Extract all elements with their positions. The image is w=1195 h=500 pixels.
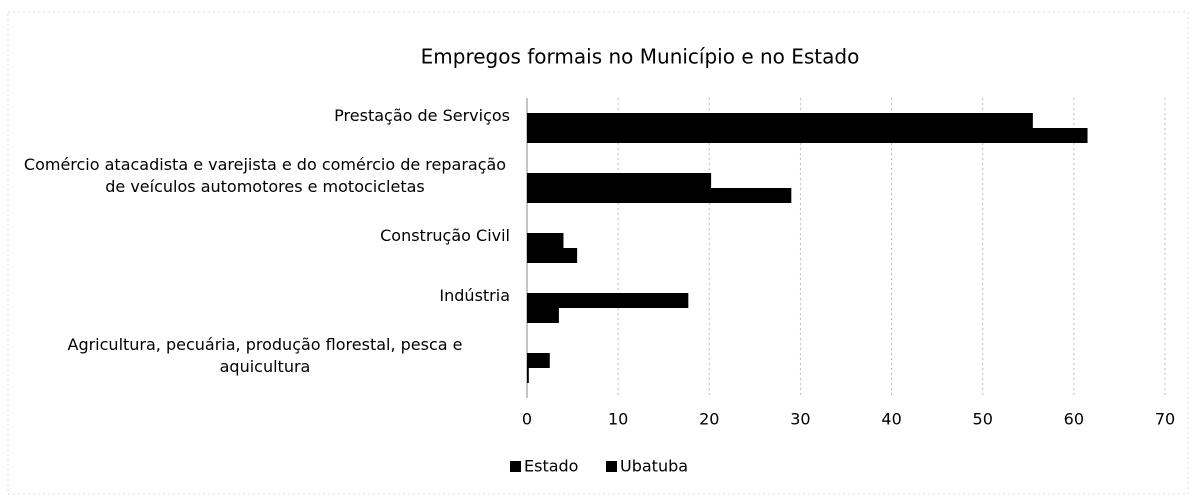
legend-swatch bbox=[606, 461, 617, 472]
x-tick-label: 50 bbox=[973, 410, 993, 429]
category-label-box: Prestação de Serviços bbox=[10, 105, 510, 127]
y-tick-label: Prestação de Serviços bbox=[334, 106, 510, 125]
bar bbox=[527, 368, 529, 383]
y-tick-label: Construção Civil bbox=[380, 226, 510, 245]
chart-title: Empregos formais no Município e no Estad… bbox=[421, 45, 860, 69]
y-tick-label: Agricultura, pecuária, produção floresta… bbox=[67, 335, 463, 376]
y-tick-label: Indústria bbox=[439, 286, 510, 305]
bar bbox=[527, 128, 1088, 143]
bar bbox=[527, 293, 689, 308]
x-tick-label: 0 bbox=[522, 410, 532, 429]
category-label-box: Comércio atacadista e varejista e do com… bbox=[10, 154, 510, 198]
bar bbox=[527, 188, 792, 203]
category-label-box: Agricultura, pecuária, produção floresta… bbox=[10, 334, 510, 378]
x-tick-label: 20 bbox=[699, 410, 719, 429]
bar bbox=[527, 233, 564, 248]
category-label-box: Indústria bbox=[10, 285, 510, 307]
legend-label: Ubatuba bbox=[620, 457, 688, 476]
legend-swatch bbox=[510, 461, 521, 472]
x-tick-label: 40 bbox=[881, 410, 901, 429]
category-label-box: Construção Civil bbox=[10, 225, 510, 247]
bar bbox=[527, 173, 712, 188]
bar bbox=[527, 113, 1033, 128]
bar bbox=[527, 353, 550, 368]
legend-label: Estado bbox=[524, 457, 578, 476]
y-tick-label: Comércio atacadista e varejista e do com… bbox=[23, 155, 507, 196]
bar bbox=[527, 308, 559, 323]
x-tick-label: 10 bbox=[608, 410, 628, 429]
x-tick-label: 60 bbox=[1064, 410, 1084, 429]
x-tick-label: 30 bbox=[790, 410, 810, 429]
x-tick-label: 70 bbox=[1155, 410, 1175, 429]
chart-border bbox=[7, 11, 1189, 495]
bar bbox=[527, 248, 578, 263]
